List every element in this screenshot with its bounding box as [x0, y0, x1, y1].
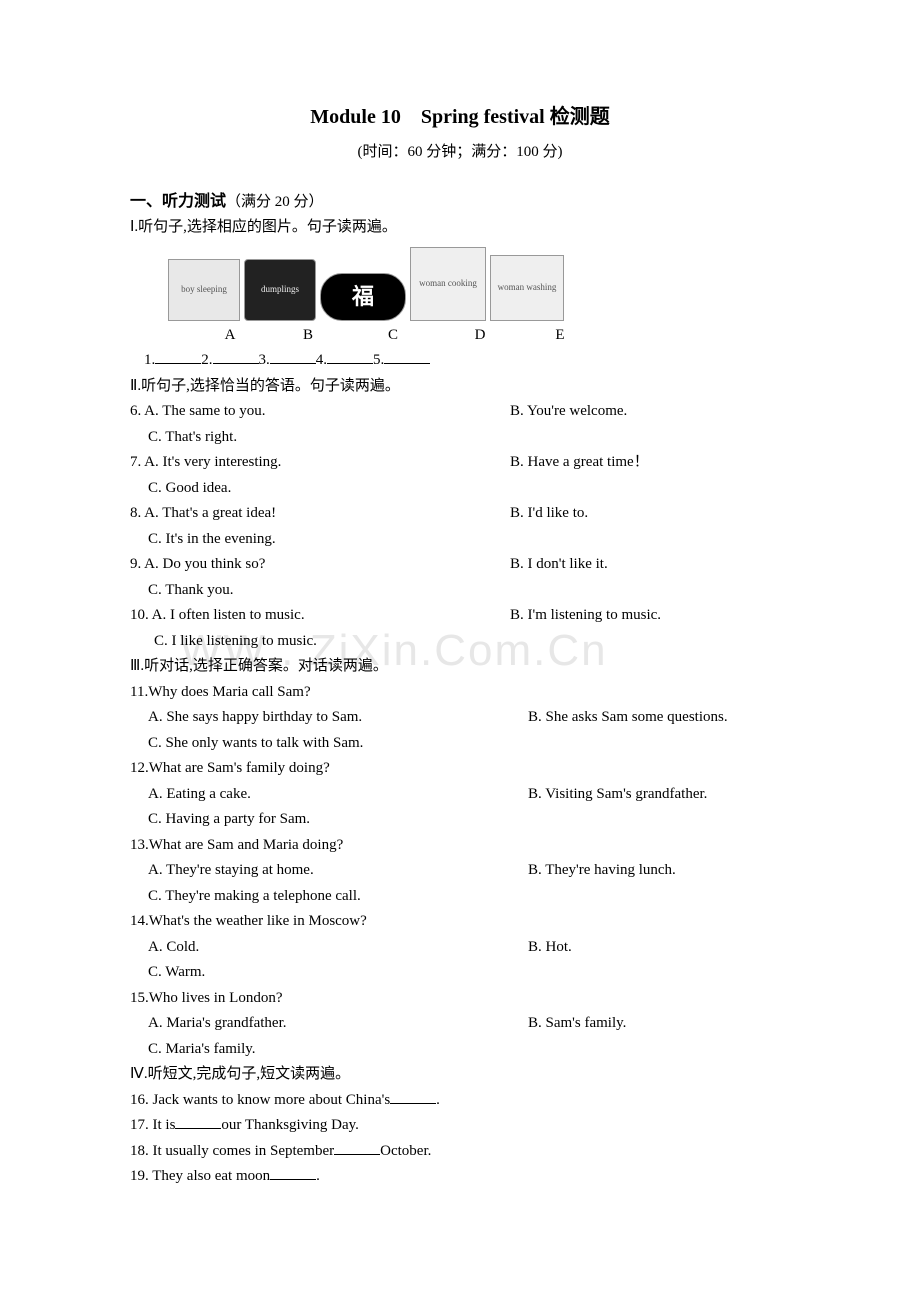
- section-1-heading-normal: （满分 20 分）: [226, 194, 324, 210]
- part1-instruction: Ⅰ.听句子,选择相应的图片。句子读两遍。: [130, 215, 790, 241]
- q9-option-c: C. Thank you.: [130, 578, 790, 604]
- q6-option-b: B. You're welcome.: [510, 399, 790, 425]
- answer-blanks-line: 1. 2. 3. 4. 5.: [144, 348, 790, 374]
- q14-option-c: C. Warm.: [130, 960, 790, 986]
- blank-4[interactable]: [327, 349, 373, 364]
- q10-option-b: B. I'm listening to music.: [510, 603, 790, 629]
- q7-option-b: B. Have a great time！: [510, 450, 790, 476]
- q18-pre: 18. It usually comes in September: [130, 1143, 334, 1159]
- q11-option-c: C. She only wants to talk with Sam.: [130, 731, 790, 757]
- label-a: A: [194, 323, 266, 349]
- q12-stem: 12.What are Sam's family doing?: [130, 756, 790, 782]
- q17-post: our Thanksgiving Day.: [221, 1117, 358, 1133]
- page-subtitle: (时间：60 分钟；满分：100 分): [130, 140, 790, 166]
- q12-option-a: A. Eating a cake.: [130, 782, 528, 808]
- q8-option-c: C. It's in the evening.: [130, 527, 790, 553]
- label-d: D: [442, 323, 518, 349]
- option-image-b: dumplings: [244, 259, 316, 321]
- blank-3[interactable]: [270, 349, 316, 364]
- q13-option-c: C. They're making a telephone call.: [130, 884, 790, 910]
- q9-option-b: B. I don't like it.: [510, 552, 790, 578]
- q19-pre: 19. They also eat moon: [130, 1168, 270, 1184]
- option-image-e: woman washing: [490, 255, 564, 321]
- part3-instruction: Ⅲ.听对话,选择正确答案。对话读两遍。: [130, 654, 790, 680]
- q9-row-ab: 9. A. Do you think so? B. I don't like i…: [130, 552, 790, 578]
- q11-option-b: B. She asks Sam some questions.: [528, 705, 790, 731]
- option-image-a: boy sleeping: [168, 259, 240, 321]
- blank-5-num: 5.: [373, 352, 384, 368]
- q14-row-ab: A. Cold. B. Hot.: [130, 935, 790, 961]
- q6-option-a: 6. A. The same to you.: [130, 399, 510, 425]
- q16-pre: 16. Jack wants to know more about China'…: [130, 1092, 390, 1108]
- q15-stem: 15.Who lives in London?: [130, 986, 790, 1012]
- section-1-heading-bold: 一、听力测试: [130, 193, 226, 210]
- q18-blank[interactable]: [334, 1140, 380, 1155]
- q18-line: 18. It usually comes in September October…: [130, 1139, 790, 1165]
- q12-option-b: B. Visiting Sam's grandfather.: [528, 782, 790, 808]
- q6-option-c: C. That's right.: [130, 425, 790, 451]
- q12-option-c: C. Having a party for Sam.: [130, 807, 790, 833]
- q16-post: .: [436, 1092, 440, 1108]
- blank-2-num: 2.: [201, 352, 212, 368]
- blank-4-num: 4.: [316, 352, 327, 368]
- q10-option-a: 10. A. I often listen to music.: [130, 603, 510, 629]
- q11-option-a: A. She says happy birthday to Sam.: [130, 705, 528, 731]
- label-c: C: [350, 323, 436, 349]
- q8-row-ab: 8. A. That's a great idea! B. I'd like t…: [130, 501, 790, 527]
- q16-blank[interactable]: [390, 1089, 436, 1104]
- blank-1-num: 1.: [144, 352, 155, 368]
- part2-instruction: Ⅱ.听句子,选择恰当的答语。句子读两遍。: [130, 374, 790, 400]
- q9-option-a: 9. A. Do you think so?: [130, 552, 510, 578]
- q10-row-ab: 10. A. I often listen to music. B. I'm l…: [130, 603, 790, 629]
- q15-row-ab: A. Maria's grandfather. B. Sam's family.: [130, 1011, 790, 1037]
- q6-row-ab: 6. A. The same to you. B. You're welcome…: [130, 399, 790, 425]
- part4-instruction: Ⅳ.听短文,完成句子,短文读两遍。: [130, 1062, 790, 1088]
- q19-post: .: [316, 1168, 320, 1184]
- q13-stem: 13.What are Sam and Maria doing?: [130, 833, 790, 859]
- q15-option-c: C. Maria's family.: [130, 1037, 790, 1063]
- q13-option-b: B. They're having lunch.: [528, 858, 790, 884]
- q8-option-b: B. I'd like to.: [510, 501, 790, 527]
- page-title: Module 10 Spring festival 检测题: [130, 100, 790, 134]
- q14-stem: 14.What's the weather like in Moscow?: [130, 909, 790, 935]
- q7-option-c: C. Good idea.: [130, 476, 790, 502]
- q19-blank[interactable]: [270, 1165, 316, 1180]
- q11-row-ab: A. She says happy birthday to Sam. B. Sh…: [130, 705, 790, 731]
- q13-row-ab: A. They're staying at home. B. They're h…: [130, 858, 790, 884]
- blank-5[interactable]: [384, 349, 430, 364]
- q17-line: 17. It is our Thanksgiving Day.: [130, 1113, 790, 1139]
- blank-1[interactable]: [155, 349, 201, 364]
- option-image-c: 福: [320, 273, 406, 321]
- blank-2[interactable]: [213, 349, 259, 364]
- q10-option-c: C. I like listening to music.: [130, 629, 790, 655]
- label-b: B: [272, 323, 344, 349]
- label-e: E: [524, 323, 596, 349]
- q7-row-ab: 7. A. It's very interesting. B. Have a g…: [130, 450, 790, 476]
- q17-pre: 17. It is: [130, 1117, 175, 1133]
- q15-option-b: B. Sam's family.: [528, 1011, 790, 1037]
- q15-option-a: A. Maria's grandfather.: [130, 1011, 528, 1037]
- section-1-heading: 一、听力测试（满分 20 分）: [130, 188, 790, 216]
- blank-3-num: 3.: [259, 352, 270, 368]
- q19-line: 19. They also eat moon.: [130, 1164, 790, 1190]
- image-options-row: boy sleeping dumplings 福 woman cooking w…: [168, 247, 790, 321]
- q14-option-a: A. Cold.: [130, 935, 528, 961]
- q18-post: October.: [380, 1143, 431, 1159]
- q7-option-a: 7. A. It's very interesting.: [130, 450, 510, 476]
- q12-row-ab: A. Eating a cake. B. Visiting Sam's gran…: [130, 782, 790, 808]
- q13-option-a: A. They're staying at home.: [130, 858, 528, 884]
- q14-option-b: B. Hot.: [528, 935, 790, 961]
- q16-line: 16. Jack wants to know more about China'…: [130, 1088, 790, 1114]
- q11-stem: 11.Why does Maria call Sam?: [130, 680, 790, 706]
- q8-option-a: 8. A. That's a great idea!: [130, 501, 510, 527]
- option-image-d: woman cooking: [410, 247, 486, 321]
- q17-blank[interactable]: [175, 1114, 221, 1129]
- image-labels-row: A B C D E: [168, 323, 790, 349]
